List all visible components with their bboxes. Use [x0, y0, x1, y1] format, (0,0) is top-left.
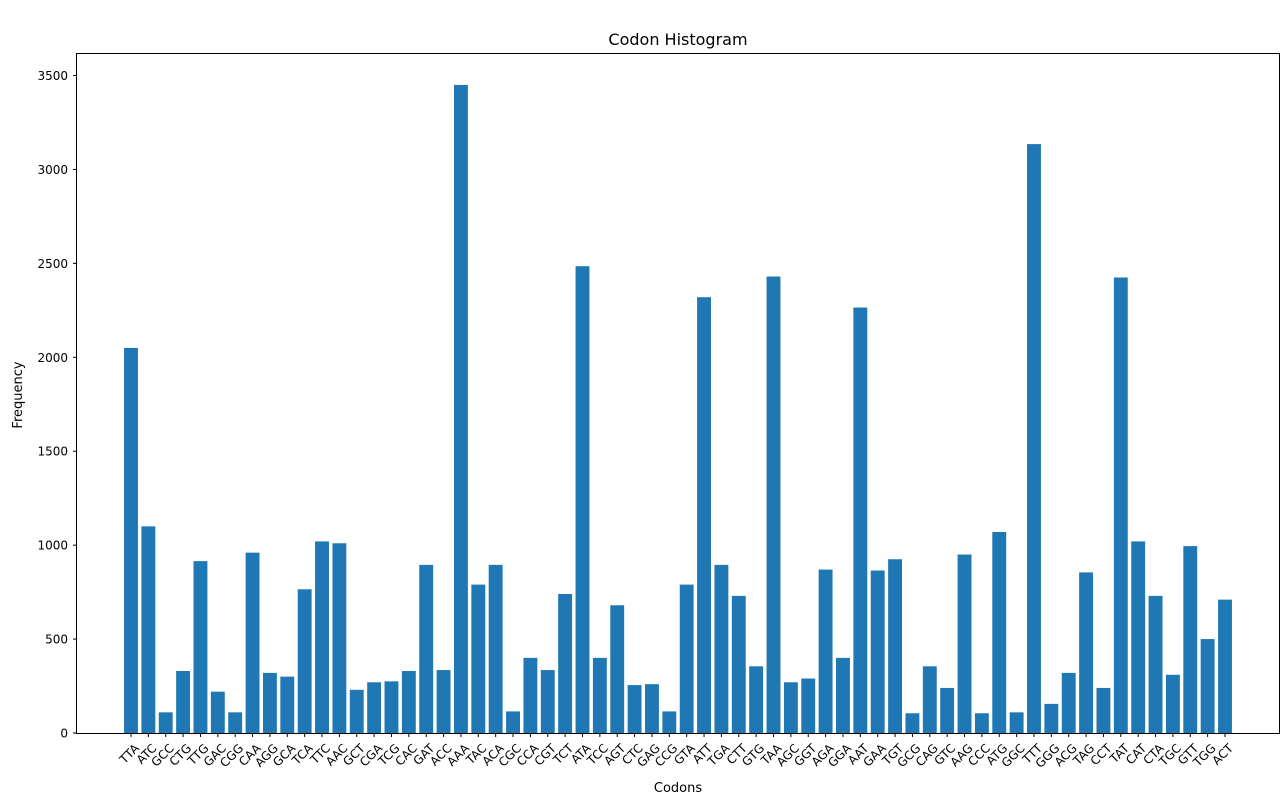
- y-tick-label: 0: [60, 727, 68, 741]
- bar-GTG: [749, 666, 764, 733]
- chart-title: Codon Histogram: [608, 30, 747, 49]
- bar-TGT: [888, 559, 903, 733]
- bar-CTG: [176, 671, 191, 733]
- y-axis-label: Frequency: [11, 361, 26, 428]
- bar-AGA: [818, 569, 833, 733]
- bar-AAA: [453, 84, 468, 734]
- bar-GCT: [349, 689, 364, 733]
- bars-group: [124, 84, 1232, 734]
- bar-CCG: [662, 711, 677, 733]
- bar-CAC: [401, 671, 416, 733]
- bar-CAT: [1131, 541, 1146, 733]
- bar-GCA: [280, 676, 295, 733]
- bar-CCT: [1096, 687, 1111, 733]
- bar-AGC: [783, 682, 798, 733]
- bar-CTC: [627, 685, 642, 733]
- bar-CCC: [974, 713, 989, 733]
- bar-GTT: [1183, 546, 1198, 733]
- bar-CGC: [506, 711, 520, 733]
- bar-GAA: [870, 570, 885, 733]
- bar-ATT: [697, 297, 711, 733]
- bar-ATC: [141, 526, 156, 733]
- bar-TGC: [1165, 674, 1180, 733]
- bar-GGG: [1044, 703, 1059, 733]
- y-tick-label: 1000: [37, 539, 68, 553]
- y-tick-label: 500: [45, 633, 68, 647]
- bar-AAG: [957, 554, 972, 733]
- bar-TCA: [297, 589, 312, 733]
- bar-ACG: [1061, 672, 1076, 733]
- bar-TTT: [1027, 144, 1041, 734]
- bar-CTA: [1148, 595, 1163, 733]
- x-axis-label: Codons: [654, 781, 702, 796]
- bar-TCT: [558, 593, 573, 733]
- bar-GCC: [158, 712, 173, 733]
- bar-CTT: [731, 595, 746, 733]
- bar-CAA: [245, 552, 260, 733]
- bar-AAT: [853, 307, 868, 733]
- bar-TGA: [714, 564, 729, 733]
- y-tick-label: 2500: [37, 257, 68, 271]
- bar-TAG: [1079, 572, 1094, 733]
- bar-ACC: [436, 670, 451, 733]
- bar-AGT: [610, 605, 625, 733]
- y-axis: 0 500 1000 1500 2000 2500 3000 3500: [37, 69, 77, 741]
- bar-TTA: [124, 347, 138, 733]
- bar-TAA: [766, 276, 781, 733]
- bar-TGG: [1200, 639, 1215, 733]
- bar-GAC: [210, 691, 225, 733]
- bar-CGG: [228, 712, 243, 733]
- bar-GTC: [940, 687, 955, 733]
- bar-GGC: [1009, 712, 1024, 733]
- bar-GCG: [905, 713, 920, 733]
- bar-ATG: [992, 532, 1007, 733]
- x-axis: TTAATCGCCCTGTTGGACCGGCAAAGGGCATCATTCAACG…: [116, 733, 1237, 771]
- x-tick-label: ACT: [1209, 741, 1236, 768]
- bar-TCC: [592, 657, 607, 733]
- bar-GGA: [836, 657, 850, 733]
- bar-TAC: [471, 584, 486, 733]
- bar-GTA: [679, 584, 694, 733]
- bar-CGA: [367, 682, 382, 733]
- bar-TTG: [193, 561, 208, 733]
- bar-GAG: [645, 684, 659, 733]
- bar-ACT: [1218, 599, 1232, 733]
- bar-ATA: [575, 266, 590, 733]
- y-tick-label: 3500: [37, 69, 68, 83]
- bar-GAT: [419, 564, 434, 733]
- bar-GGT: [801, 678, 816, 733]
- y-tick-label: 3000: [37, 163, 68, 177]
- bar-CGT: [540, 670, 555, 733]
- bar-TCG: [384, 681, 399, 733]
- bar-ACA: [488, 564, 503, 733]
- bar-TTC: [315, 541, 329, 733]
- bar-AAC: [332, 543, 347, 733]
- bar-CAG: [922, 666, 937, 733]
- bar-TAT: [1113, 277, 1128, 733]
- y-tick-label: 2000: [37, 351, 68, 365]
- bar-AGG: [262, 672, 277, 733]
- y-tick-label: 1500: [37, 445, 68, 459]
- bar-CCA: [523, 657, 538, 733]
